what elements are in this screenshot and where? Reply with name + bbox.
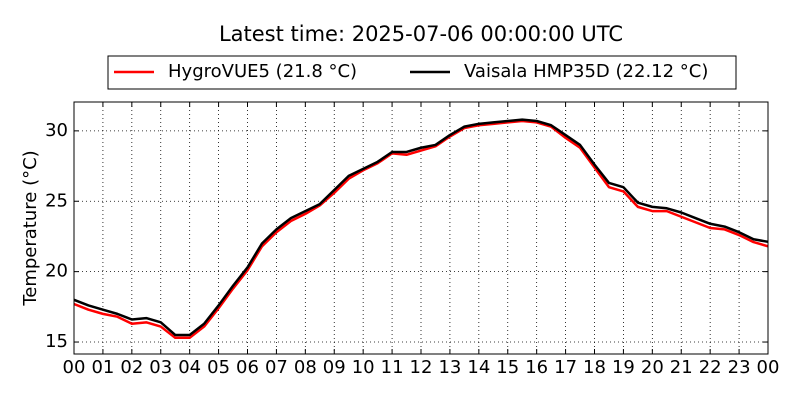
legend-label: HygroVUE5 (21.8 °C) [168, 61, 357, 82]
x-tick-label: 00 [63, 357, 86, 378]
chart-title: Latest time: 2025-07-06 00:00:00 UTC [219, 22, 623, 46]
x-tick-label: 13 [438, 357, 461, 378]
x-tick-label: 22 [699, 357, 722, 378]
x-tick-label: 07 [265, 357, 288, 378]
x-tick-label: 00 [757, 357, 780, 378]
plot-frame [73, 101, 769, 355]
x-tick-label: 17 [554, 357, 577, 378]
x-tick-label: 15 [496, 357, 519, 378]
data-line [73, 118, 769, 337]
x-tick-label: 20 [641, 357, 664, 378]
legend-label: Vaisala HMP35D (22.12 °C) [464, 61, 708, 82]
x-tick-label: 06 [236, 357, 259, 378]
x-tick-label: 11 [381, 357, 404, 378]
x-tick-label: 23 [728, 357, 751, 378]
y-tick-label: 15 [45, 331, 68, 352]
x-tick-label: 12 [410, 357, 433, 378]
x-tick-label: 04 [178, 357, 201, 378]
x-tick-label: 03 [149, 357, 172, 378]
x-tick-label: 21 [670, 357, 693, 378]
x-tick-label: 18 [583, 357, 606, 378]
y-tick-label: 20 [45, 261, 68, 282]
y-tick-label: 25 [45, 190, 68, 211]
x-tick-label: 19 [612, 357, 635, 378]
x-tick-label: 14 [467, 357, 490, 378]
x-tick-label: 02 [120, 357, 143, 378]
x-tick-label: 10 [352, 357, 375, 378]
y-tick-label: 30 [45, 120, 68, 141]
x-tick-label: 09 [323, 357, 346, 378]
x-tick-label: 08 [294, 357, 317, 378]
x-tick-label: 05 [207, 357, 230, 378]
data-line [73, 119, 769, 340]
x-tick-label: 01 [91, 357, 114, 378]
y-axis-label: Temperature (°C) [20, 150, 41, 306]
x-tick-label: 16 [525, 357, 548, 378]
